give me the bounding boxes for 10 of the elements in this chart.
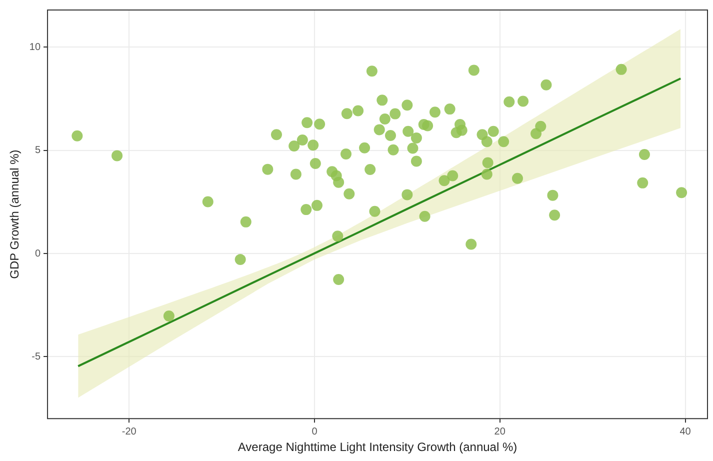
y-tick-label: 10 [29, 42, 41, 53]
y-tick-label: 5 [34, 145, 41, 156]
y-axis-title: GDP Growth (annual %) [8, 150, 22, 279]
x-tick-label: -20 [122, 426, 137, 438]
x-tick-label: 40 [680, 426, 692, 438]
x-axis-title: Average Nighttime Light Intensity Growth (annual %) [238, 440, 518, 454]
y-tick-label: -5 [32, 351, 41, 362]
x-tick-label: 20 [494, 426, 506, 438]
y-tick-label: 0 [34, 248, 41, 260]
x-tick-label: 0 [312, 426, 318, 438]
